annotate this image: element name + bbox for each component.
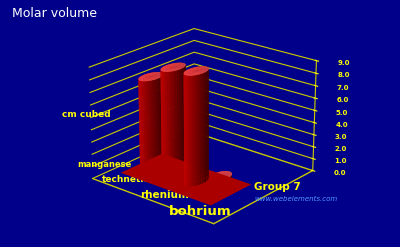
Text: Molar volume: Molar volume — [12, 7, 97, 21]
